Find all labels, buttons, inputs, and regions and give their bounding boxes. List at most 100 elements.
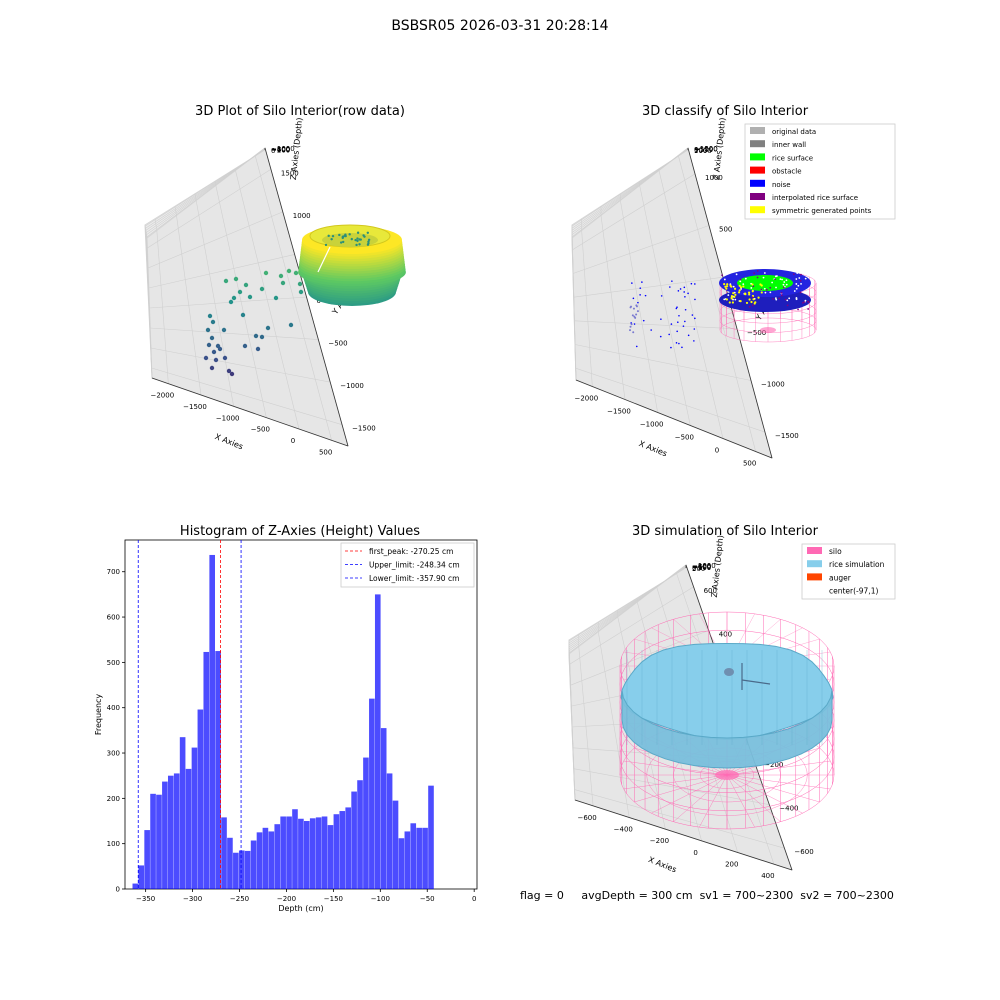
inner-wall-point [723,278,726,281]
legend-entry: silo [829,547,842,556]
y-tick-label: 400 [719,630,732,638]
raw-data-point [265,325,271,331]
legend-entry: first_peak: -270.25 cm [369,547,453,556]
legend-histogram: first_peak: -270.25 cm Upper_limit: -248.… [340,542,475,588]
noise-point [639,294,641,296]
interpolated-point [778,297,781,300]
z-tick-label: −200 [271,147,290,155]
inner-wall-point [782,283,785,286]
noise-point [678,314,680,317]
inner-wall-point [795,283,798,285]
histogram-bar [392,800,399,889]
y-tick-label: −500 [328,340,347,348]
inner-wall-point [763,272,766,274]
grid-line [639,185,691,426]
noise-point [676,330,678,333]
raw-data-point [228,299,234,305]
raw-data-point [226,368,232,374]
y-tick-label: 300 [107,750,120,758]
x-tick-label: −2000 [574,395,598,403]
symmetric-point [739,299,742,303]
noise-point [679,288,682,290]
interpolated-point [772,297,774,300]
legend-entry: rice surface [772,154,813,162]
histogram-bar [215,651,221,889]
original-data-point [633,315,636,318]
x-tick-label: 500 [319,448,332,456]
y-axis-line [264,147,349,447]
z-axis-label: Z Axies (Depth) [712,117,728,180]
noise-point [675,307,678,310]
x-tick-label: 0 [291,437,295,445]
histogram-bar [298,818,304,889]
histogram-bar [280,816,286,889]
raw-data-point [253,333,259,339]
x-tick-label: 200 [725,861,738,869]
noise-point [671,280,673,282]
interpolated-point [784,298,787,301]
histogram-bar [292,809,298,889]
silo-top-point [356,237,359,240]
raw-data-point [273,295,279,301]
histogram-bar [274,824,281,889]
z-axis-label: Z Axies (Depth) [289,117,305,180]
raw-data-point [210,319,216,325]
symmetric-point [726,283,729,286]
interpolated-point [721,274,724,277]
symmetric-point [760,291,763,294]
x-tick-label: −350 [136,895,155,903]
histogram-bar [262,827,269,889]
symmetric-point [734,293,737,296]
y-tick-label: −600 [794,848,813,856]
grid-line [150,327,319,340]
z-tick-label: 0 [694,146,698,154]
interpolated-point [792,273,795,276]
inner-wall-point [785,283,788,286]
noise-point [694,283,696,285]
noise-point [683,291,685,293]
original-data-point [635,313,638,316]
y-tick-label: −500 [747,329,766,337]
histogram-bar [221,817,227,889]
footer-avg-depth: avgDepth = 300 cm [581,889,693,902]
legend-entry: symmetric generated points [772,207,872,215]
y-tick-label: 600 [107,614,120,622]
z-tick-label: 500 [694,147,707,155]
y-tick-label: −1000 [340,382,364,390]
x-tick-label: −150 [324,895,343,903]
z-tick-label: 200 [692,565,705,573]
raw-data-point [237,289,243,295]
z-axis-label: Z Axies (Depth) [710,535,726,598]
noise-point [660,295,663,297]
inner-wall-point [779,278,782,281]
symmetric-point [750,300,753,304]
raw-data-point [280,280,286,286]
silo-top-point [367,238,371,242]
silo-floor-center [715,770,739,780]
interpolated-point [803,301,806,303]
grid-line [574,344,752,381]
z-tick-label: −1000 [692,562,716,570]
grid-line [581,230,593,387]
x-axis-label: X Axies [638,439,669,458]
inner-wall-point [744,277,747,280]
silo-top-point [367,240,370,243]
histogram-bar [244,850,251,889]
symmetric-point [748,293,751,296]
legend-entry: interpolated rice surface [772,194,858,202]
y-tick-label: 500 [107,659,120,667]
inner-wall-point [798,277,801,279]
legend-frame [744,123,896,220]
auger-arm [741,679,771,685]
histogram-bar [238,850,245,889]
y-tick-label: 200 [107,795,120,803]
inner-wall-point [740,288,743,290]
raw-data-point [242,343,248,349]
legend-panel-2: original data inner wall rice surface obsta… [744,123,896,220]
panel-4-title: 3D simulation of Silo Interior [632,524,818,539]
noise-point [669,286,671,288]
symmetric-point [723,283,726,286]
symmetric-point [725,287,728,290]
histogram-bar [380,728,387,889]
